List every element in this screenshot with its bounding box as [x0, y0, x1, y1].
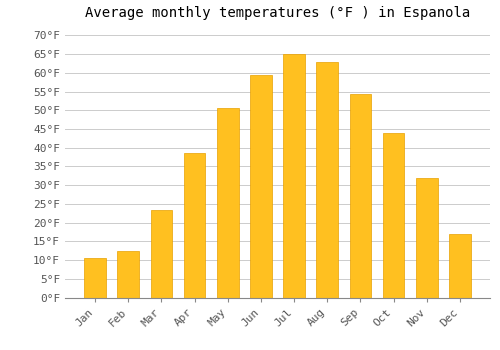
Bar: [416, 178, 438, 298]
Bar: [284, 54, 305, 298]
Bar: [150, 210, 172, 298]
Bar: [350, 93, 371, 298]
Bar: [449, 234, 470, 298]
Bar: [118, 251, 139, 298]
Title: Average monthly temperatures (°F ) in Espanola: Average monthly temperatures (°F ) in Es…: [85, 6, 470, 20]
Bar: [383, 133, 404, 298]
Bar: [250, 75, 272, 298]
Bar: [217, 108, 238, 298]
Bar: [84, 258, 106, 298]
Bar: [316, 62, 338, 298]
Bar: [184, 153, 206, 298]
